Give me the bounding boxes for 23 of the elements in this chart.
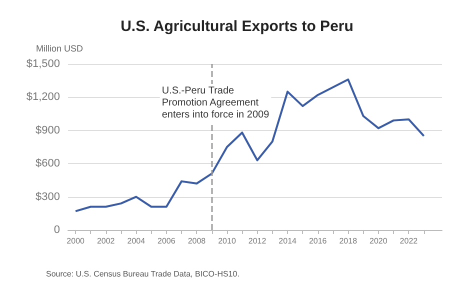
y-tick-label: 0: [54, 224, 60, 236]
y-tick-label: $1,200: [26, 91, 60, 104]
x-tick-label: 2010: [218, 236, 236, 246]
source-note: Source: U.S. Census Bureau Trade Data, BICO-HS10.: [46, 270, 240, 278]
x-tick-label: 2012: [248, 236, 267, 246]
x-tick-label: 2022: [400, 236, 418, 246]
x-tick-label: 2014: [278, 236, 298, 246]
y-tick-label: $300: [36, 190, 60, 203]
line-series: [74, 78, 425, 212]
x-tick-label: 2004: [127, 236, 146, 246]
x-tick-label: 2020: [370, 236, 388, 246]
y-axis-title: Million USD: [36, 44, 84, 54]
y-tick-label: $1,500: [26, 58, 60, 70]
y-tick-label: $600: [36, 158, 60, 170]
x-tick-label: 2008: [188, 236, 206, 246]
x-tick-label: 2006: [158, 236, 176, 246]
ref-line-label: U.S.-Peru Trade Promotion Agreement enters into force in 2009: [162, 86, 270, 120]
y-tick-label: $900: [36, 124, 60, 136]
x-tick-label: 2002: [96, 236, 116, 246]
chart-title: U.S. Agricultural Exports to Peru: [120, 18, 354, 35]
x-tick-label: 2016: [308, 236, 328, 246]
x-tick-label: 2018: [339, 236, 358, 246]
x-tick-label: 2000: [66, 236, 86, 246]
